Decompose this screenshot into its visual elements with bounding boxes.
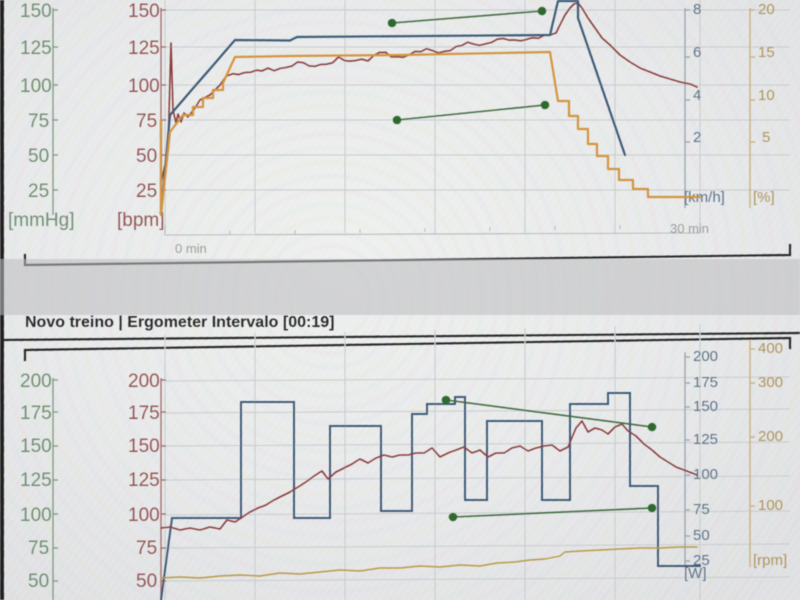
svg-text:[rpm]: [rpm] xyxy=(753,552,787,569)
svg-text:125: 125 xyxy=(20,470,52,491)
svg-text:50: 50 xyxy=(28,146,49,167)
svg-text:[W]: [W] xyxy=(684,565,707,582)
svg-text:175: 175 xyxy=(128,403,160,424)
svg-text:150: 150 xyxy=(20,1,52,22)
svg-text:75: 75 xyxy=(28,538,49,559)
svg-text:150: 150 xyxy=(128,1,160,22)
svg-text:25: 25 xyxy=(136,181,157,202)
svg-text:200: 200 xyxy=(20,371,52,392)
svg-text:[%]: [%] xyxy=(753,189,775,206)
svg-text:100: 100 xyxy=(20,505,52,526)
svg-text:75: 75 xyxy=(136,538,157,559)
svg-text:75: 75 xyxy=(693,501,710,518)
svg-text:175: 175 xyxy=(20,403,52,424)
svg-text:4: 4 xyxy=(693,87,701,104)
svg-text:Novo treino | Ergometer Interv: Novo treino | Ergometer Intervalo [00:19… xyxy=(25,314,334,331)
svg-text:75: 75 xyxy=(28,111,49,132)
svg-text:30 min: 30 min xyxy=(670,221,709,236)
svg-text:150: 150 xyxy=(128,436,160,457)
svg-text:75: 75 xyxy=(136,111,157,132)
svg-text:50: 50 xyxy=(693,527,710,544)
svg-text:125: 125 xyxy=(693,431,718,448)
svg-text:175: 175 xyxy=(693,374,718,391)
svg-text:150: 150 xyxy=(693,398,718,415)
svg-text:50: 50 xyxy=(28,571,49,592)
svg-text:2: 2 xyxy=(693,129,701,146)
svg-text:200: 200 xyxy=(693,348,718,365)
svg-text:100: 100 xyxy=(20,76,52,97)
svg-text:300: 300 xyxy=(758,374,783,391)
svg-text:25: 25 xyxy=(28,181,49,202)
svg-text:8: 8 xyxy=(693,1,701,18)
svg-text:50: 50 xyxy=(136,146,157,167)
svg-text:6: 6 xyxy=(693,44,701,61)
svg-text:200: 200 xyxy=(758,428,783,445)
svg-text:150: 150 xyxy=(20,436,52,457)
svg-text:0 min: 0 min xyxy=(175,241,207,256)
svg-text:10: 10 xyxy=(758,87,775,104)
svg-text:100: 100 xyxy=(128,505,160,526)
svg-text:200: 200 xyxy=(128,371,160,392)
svg-text:125: 125 xyxy=(128,38,160,59)
svg-text:50: 50 xyxy=(136,571,157,592)
svg-text:100: 100 xyxy=(758,497,783,514)
svg-text:125: 125 xyxy=(128,470,160,491)
svg-text:5: 5 xyxy=(762,129,770,146)
svg-text:[mmHg]: [mmHg] xyxy=(8,210,75,231)
svg-text:20: 20 xyxy=(758,1,775,18)
svg-text:125: 125 xyxy=(20,38,52,59)
svg-text:100: 100 xyxy=(128,76,160,97)
svg-text:400: 400 xyxy=(758,340,783,357)
svg-text:[bpm]: [bpm] xyxy=(117,210,165,231)
svg-text:15: 15 xyxy=(758,44,775,61)
